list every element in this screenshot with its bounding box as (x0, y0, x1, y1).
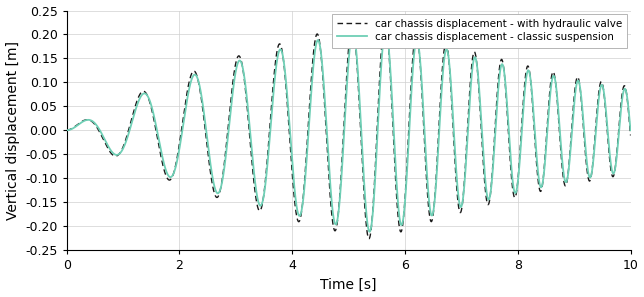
car chassis displacement - classic suspension (65, 128, 73, 132)
car chassis displacement - classic suspension (597, 85, 605, 89)
Line: car chassis displacement - classic suspension: car chassis displacement - classic suspe… (66, 30, 630, 232)
car chassis displacement - with hydraulic valve (97, 132, 104, 135)
car chassis displacement - with hydraulic valve (597, 80, 605, 84)
Line: car chassis displacement - with hydraulic valve: car chassis displacement - with hydrauli… (66, 23, 630, 239)
car chassis displacement - classic suspension (62, 128, 70, 132)
Legend: car chassis displacement - with hydraulic valve, car chassis displacement - clas: car chassis displacement - with hydrauli… (332, 14, 627, 48)
car chassis displacement - classic suspension (86, 118, 94, 122)
car chassis displacement - with hydraulic valve (173, 156, 181, 159)
car chassis displacement - classic suspension (366, 230, 374, 233)
car chassis displacement - classic suspension (173, 159, 181, 162)
car chassis displacement - with hydraulic valve (65, 128, 73, 132)
car chassis displacement - classic suspension (627, 128, 634, 132)
Y-axis label: Vertical displacement [m]: Vertical displacement [m] (6, 41, 19, 220)
car chassis displacement - with hydraulic valve (627, 134, 634, 137)
car chassis displacement - with hydraulic valve (365, 237, 373, 241)
car chassis displacement - with hydraulic valve (62, 128, 70, 132)
X-axis label: Time [s]: Time [s] (320, 277, 377, 291)
car chassis displacement - with hydraulic valve (338, 153, 346, 157)
car chassis displacement - classic suspension (97, 129, 104, 133)
car chassis displacement - classic suspension (338, 162, 346, 166)
car chassis displacement - classic suspension (382, 29, 390, 32)
car chassis displacement - with hydraulic valve (381, 21, 389, 25)
car chassis displacement - with hydraulic valve (86, 119, 94, 122)
